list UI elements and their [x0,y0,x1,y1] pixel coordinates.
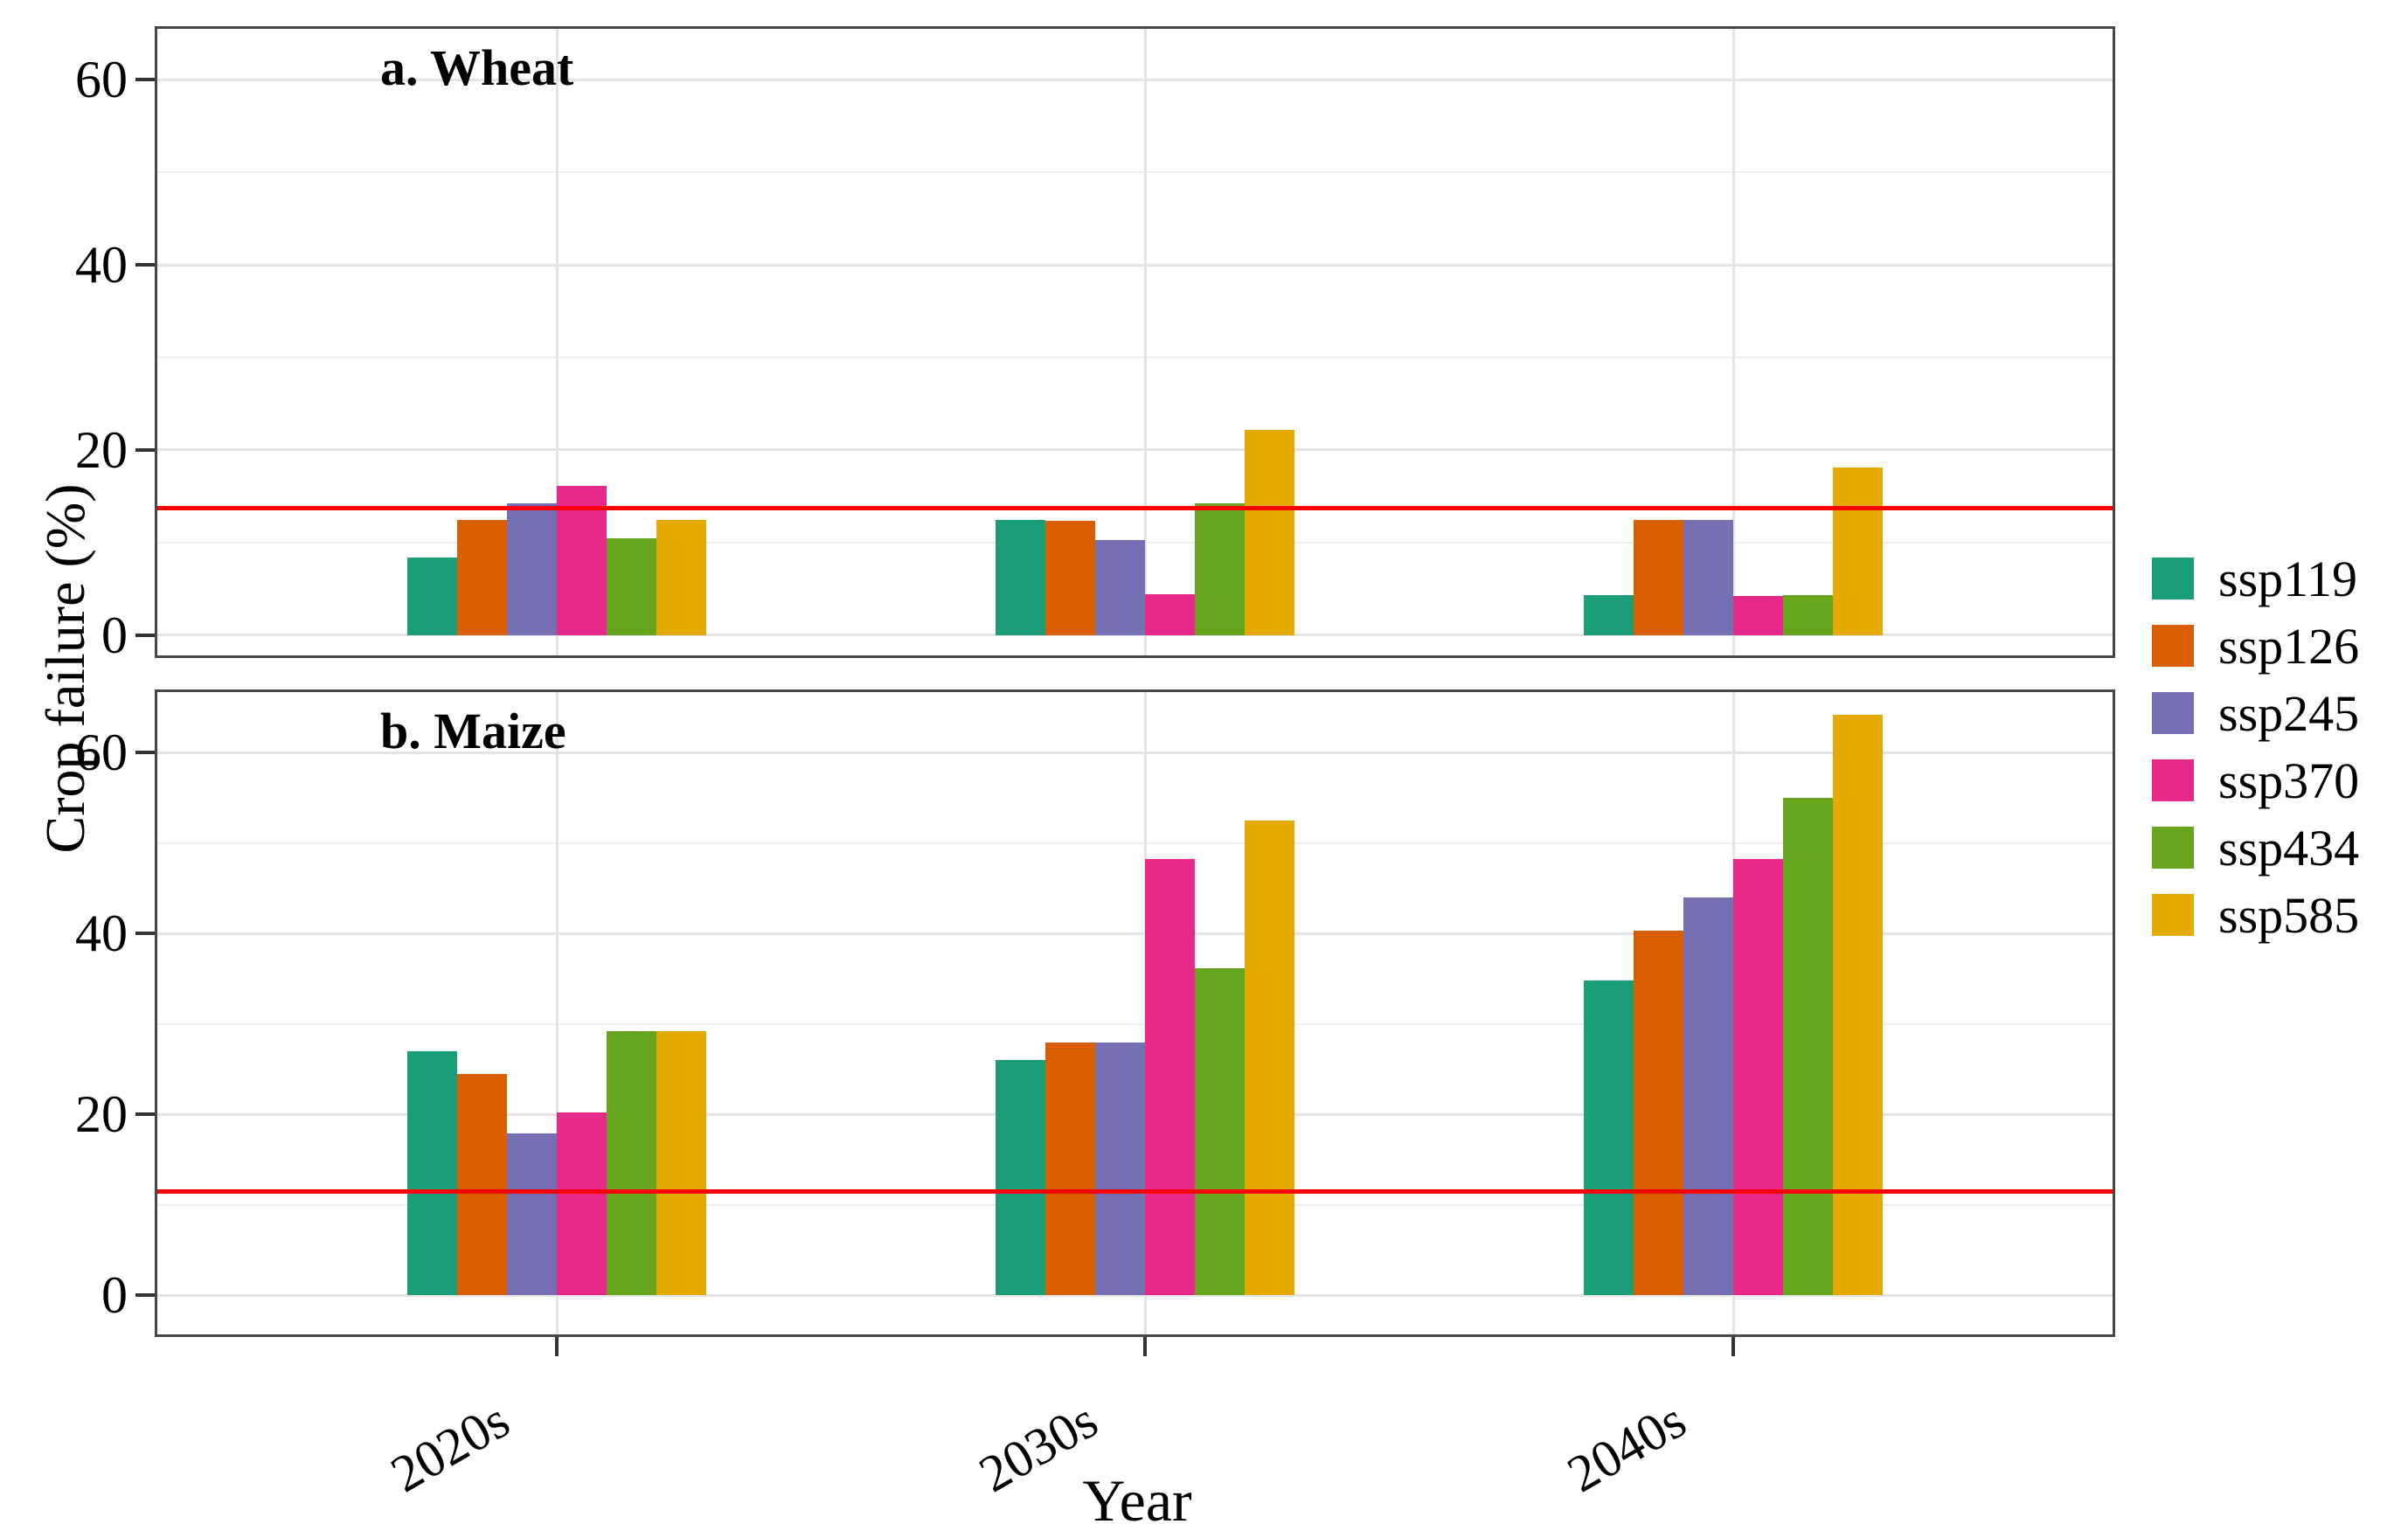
legend-swatch-icon [2152,625,2194,667]
bar-ssp245-2030s [1095,539,1145,635]
bar-ssp434-2040s [1783,595,1833,635]
bar-ssp119-2030s [996,520,1045,635]
y-tick-mark [135,932,155,936]
y-tick-label: 20 [75,1085,128,1144]
bar-ssp370-2040s [1733,858,1783,1296]
legend-label: ssp119 [2218,551,2357,607]
major-gridline [155,448,2115,452]
bar-ssp370-2040s [1733,596,1783,635]
bar-ssp585-2040s [1833,714,1883,1296]
y-tick-label: 40 [75,904,128,963]
bar-ssp126-2030s [1045,521,1095,635]
major-gridline [155,634,2115,637]
category-gridline [555,689,559,1337]
legend-label: ssp370 [2218,752,2360,809]
legend-swatch-icon [2152,894,2194,936]
major-gridline [155,751,2115,754]
legend-label: ssp126 [2218,618,2360,675]
legend-swatch-icon [2152,692,2194,734]
legend-item-ssp126: ssp126 [2152,613,2405,680]
y-tick-label: 60 [75,51,128,109]
y-tick-mark [135,751,155,755]
y-tick-label: 0 [101,1266,128,1325]
bar-ssp126-2040s [1634,931,1683,1296]
bar-ssp434-2030s [1195,967,1245,1296]
bar-ssp434-2020s [607,538,656,635]
x-tick-label: 2020s [381,1390,519,1504]
bar-ssp119-2020s [407,1050,457,1296]
bar-ssp126-2040s [1634,520,1683,635]
bar-ssp370-2020s [557,486,607,635]
reference-line [155,1188,2115,1194]
major-gridline [155,1293,2115,1297]
bar-ssp585-2030s [1245,429,1294,635]
bar-ssp245-2020s [507,1133,557,1296]
panel-label: a. Wheat [380,39,574,96]
bar-ssp245-2040s [1683,520,1733,635]
y-tick-label: 40 [75,236,128,294]
bar-ssp126-2030s [1045,1042,1095,1296]
legend-item-ssp119: ssp119 [2152,545,2405,613]
bar-ssp119-2040s [1584,595,1634,635]
major-gridline [155,932,2115,935]
reference-line [155,506,2115,510]
y-tick-mark [135,78,155,82]
x-tick-mark [1143,1337,1147,1356]
minor-gridline [155,171,2115,174]
legend-label: ssp245 [2218,685,2360,742]
x-tick-mark [555,1337,559,1356]
category-gridline [555,26,559,658]
x-axis-title: Year [1082,1467,1192,1534]
bar-ssp370-2030s [1145,593,1195,635]
x-tick-label: 2040s [1558,1390,1696,1504]
y-tick-mark [135,447,155,452]
y-tick-mark [135,263,155,267]
bar-ssp119-2020s [407,557,457,635]
bar-ssp370-2030s [1145,858,1195,1296]
y-tick-mark [135,1112,155,1117]
legend-label: ssp434 [2218,820,2360,876]
bar-ssp245-2020s [507,503,557,635]
bar-ssp585-2030s [1245,821,1294,1296]
bar-ssp119-2030s [996,1060,1045,1296]
y-tick-label: 0 [101,606,128,664]
legend-item-ssp434: ssp434 [2152,814,2405,882]
bar-ssp126-2020s [457,1073,507,1296]
y-tick-label: 60 [75,724,128,782]
x-tick-mark [1731,1337,1735,1356]
bar-ssp434-2030s [1195,503,1245,635]
legend-swatch-icon [2152,759,2194,801]
legend-swatch-icon [2152,827,2194,869]
minor-gridline [155,356,2115,358]
bar-ssp245-2030s [1095,1042,1145,1296]
legend-swatch-icon [2152,558,2194,599]
category-gridline [1731,26,1735,658]
bar-ssp585-2020s [656,1031,706,1296]
y-tick-mark [135,1293,155,1298]
bar-ssp434-2020s [607,1031,656,1296]
legend-item-ssp585: ssp585 [2152,882,2405,949]
legend-item-ssp370: ssp370 [2152,747,2405,814]
bar-ssp245-2040s [1683,897,1733,1296]
bar-ssp585-2040s [1833,467,1883,635]
panel-label: b. Maize [380,703,566,759]
major-gridline [155,263,2115,267]
y-tick-mark [135,633,155,637]
legend-item-ssp245: ssp245 [2152,680,2405,747]
legend-label: ssp585 [2218,887,2360,944]
bar-ssp126-2020s [457,520,507,635]
y-tick-label: 20 [75,420,128,479]
minor-gridline [155,1022,2115,1025]
bar-ssp370-2020s [557,1112,607,1296]
bar-ssp119-2040s [1584,980,1634,1296]
bar-ssp585-2020s [656,520,706,635]
minor-gridline [155,842,2115,844]
category-gridline [1143,26,1147,658]
bar-ssp434-2040s [1783,798,1833,1296]
major-gridline [155,78,2115,81]
